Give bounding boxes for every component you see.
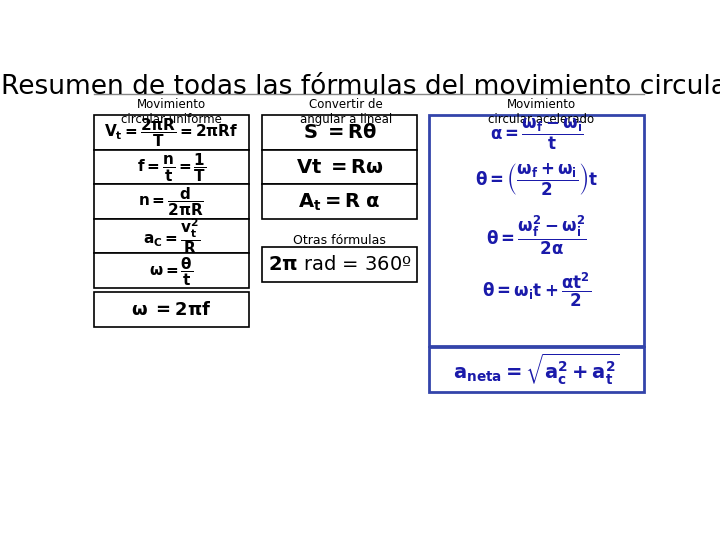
FancyBboxPatch shape xyxy=(262,150,417,184)
Text: $\mathbf{\theta=\omega_i t+\dfrac{\alpha t^2}{2}}$: $\mathbf{\theta=\omega_i t+\dfrac{\alpha… xyxy=(482,271,592,309)
FancyBboxPatch shape xyxy=(94,219,249,253)
FancyBboxPatch shape xyxy=(94,115,249,150)
Text: $\mathbf{a_{neta}=\sqrt{a_c^{2}+a_t^{2}}}$: $\mathbf{a_{neta}=\sqrt{a_c^{2}+a_t^{2}}… xyxy=(454,352,620,387)
Text: Otras fórmulas: Otras fórmulas xyxy=(293,234,386,247)
Text: $\mathbf{Vt\ =R\omega}$: $\mathbf{Vt\ =R\omega}$ xyxy=(296,158,384,177)
Text: $\mathbf{n=\dfrac{d}{2\pi R}}$: $\mathbf{n=\dfrac{d}{2\pi R}}$ xyxy=(138,185,204,218)
Text: $\mathbf{\theta=\left(\dfrac{\omega_f+\omega_i}{2}\right)t}$: $\mathbf{\theta=\left(\dfrac{\omega_f+\o… xyxy=(475,162,598,198)
Text: Convertir de
angular a lineal: Convertir de angular a lineal xyxy=(300,98,392,126)
FancyBboxPatch shape xyxy=(94,184,249,219)
Text: $\mathbf{A_t{=}R\ \alpha}$: $\mathbf{A_t{=}R\ \alpha}$ xyxy=(298,191,381,213)
Text: $\mathbf{\omega=\dfrac{\theta}{t}}$: $\mathbf{\omega=\dfrac{\theta}{t}}$ xyxy=(149,255,194,287)
FancyBboxPatch shape xyxy=(94,292,249,327)
Text: $\mathbf{\omega\ =2\pi f}$: $\mathbf{\omega\ =2\pi f}$ xyxy=(131,301,212,319)
Text: $\mathbf{2\pi}$ rad = 360º: $\mathbf{2\pi}$ rad = 360º xyxy=(268,255,411,274)
Text: Movimiento
circular acelerado: Movimiento circular acelerado xyxy=(488,98,594,126)
Text: $\mathbf{S\ =R\theta}$: $\mathbf{S\ =R\theta}$ xyxy=(302,123,377,142)
Text: $\mathbf{a_C=\dfrac{v_t^{2}}{R}}$: $\mathbf{a_C=\dfrac{v_t^{2}}{R}}$ xyxy=(143,217,200,256)
Text: $\mathbf{\alpha=\dfrac{\omega_f-\omega_i}{t}}$: $\mathbf{\alpha=\dfrac{\omega_f-\omega_i… xyxy=(490,117,583,152)
FancyBboxPatch shape xyxy=(262,115,417,150)
FancyBboxPatch shape xyxy=(262,247,417,282)
Text: Movimiento
circular uniforme: Movimiento circular uniforme xyxy=(121,98,222,126)
Text: Resumen de todas las fórmulas del movimiento circular: Resumen de todas las fórmulas del movimi… xyxy=(1,74,720,100)
FancyBboxPatch shape xyxy=(429,115,644,346)
FancyBboxPatch shape xyxy=(94,253,249,288)
FancyBboxPatch shape xyxy=(94,150,249,184)
Text: $\mathbf{f=\dfrac{n}{t}=\dfrac{1}{T}}$: $\mathbf{f=\dfrac{n}{t}=\dfrac{1}{T}}$ xyxy=(137,151,206,184)
Text: $\mathbf{V_t=\dfrac{2\pi R}{T}=2\pi Rf}$: $\mathbf{V_t=\dfrac{2\pi R}{T}=2\pi Rf}$ xyxy=(104,116,238,149)
FancyBboxPatch shape xyxy=(262,184,417,219)
Text: $\mathbf{\theta=\dfrac{\omega_f^{2}-\omega_i^{2}}{2\alpha}}$: $\mathbf{\theta=\dfrac{\omega_f^{2}-\ome… xyxy=(487,214,587,258)
FancyBboxPatch shape xyxy=(429,347,644,392)
